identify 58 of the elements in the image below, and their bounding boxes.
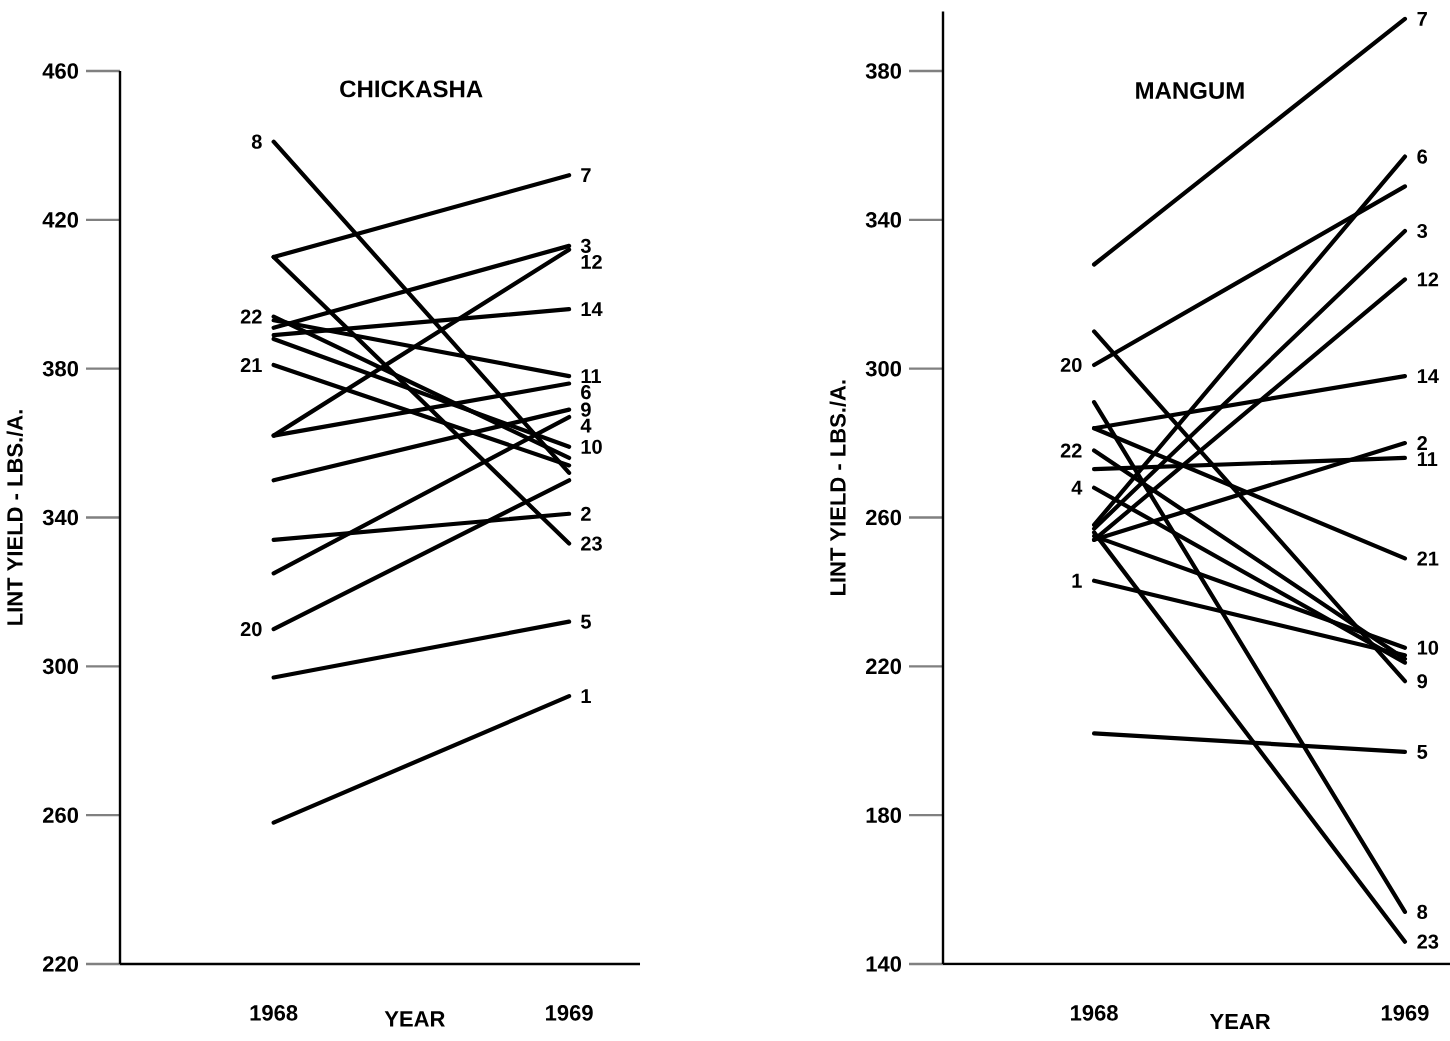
annotation: 14 bbox=[581, 302, 603, 317]
y-tick-label: 220 bbox=[865, 658, 902, 675]
annotation: 12 bbox=[581, 254, 602, 269]
annotation: 1 bbox=[581, 689, 591, 703]
x-axis-title: YEAR bbox=[1209, 1013, 1271, 1030]
x-tick-label: 1968 bbox=[1070, 1005, 1118, 1021]
y-tick-label: 300 bbox=[42, 658, 79, 675]
annotation: 8 bbox=[1417, 904, 1428, 919]
annotation: 10 bbox=[581, 439, 602, 454]
annotation: 12 bbox=[1417, 272, 1439, 287]
annotation: 14 bbox=[1417, 369, 1439, 383]
y-tick-label: 220 bbox=[42, 956, 79, 972]
y-tick-label: 460 bbox=[42, 63, 79, 79]
annotation: 20 bbox=[240, 622, 262, 637]
y-tick-label: 380 bbox=[42, 360, 79, 377]
annotation: 10 bbox=[1417, 640, 1439, 655]
annotation: 21 bbox=[1417, 551, 1439, 566]
annotation: 9 bbox=[1417, 674, 1428, 689]
chart-title: CHICKASHA bbox=[340, 80, 483, 98]
y-tick-label: 340 bbox=[865, 212, 902, 228]
y-tick-label: 140 bbox=[866, 956, 902, 972]
annotation: 4 bbox=[580, 418, 592, 433]
annotation: 7 bbox=[1417, 12, 1427, 26]
annotation: 11 bbox=[1417, 452, 1438, 466]
annotation: 2 bbox=[581, 506, 591, 521]
x-axis-title: YEAR bbox=[384, 1011, 445, 1027]
annotation: 22 bbox=[1060, 443, 1082, 458]
annotation: 7 bbox=[581, 168, 591, 183]
annotation: 5 bbox=[1417, 744, 1428, 759]
annotation: 5 bbox=[580, 614, 591, 629]
annotation: 11 bbox=[581, 369, 601, 383]
text: MANGUM bbox=[1136, 82, 1244, 100]
annotation: 21 bbox=[240, 357, 262, 372]
annotation: 23 bbox=[1417, 934, 1439, 949]
annotation: 3 bbox=[580, 238, 591, 253]
y-tick-label: 380 bbox=[865, 63, 902, 79]
y-tick-label: 180 bbox=[866, 807, 902, 823]
annotation: 2 bbox=[1417, 436, 1427, 451]
annotation: 8 bbox=[251, 134, 262, 149]
annotation: 4 bbox=[1071, 480, 1083, 495]
x-tick-label: 1969 bbox=[546, 1005, 593, 1021]
y-axis-title: LINT YIELD - LBS./A. bbox=[6, 410, 23, 625]
y-tick-label: 300 bbox=[865, 360, 902, 377]
annotation: 22 bbox=[240, 309, 262, 324]
x-tick-label: 1969 bbox=[1381, 1005, 1429, 1021]
annotation: 6 bbox=[1417, 149, 1428, 164]
annotation: 9 bbox=[581, 402, 591, 417]
y-tick-label: 260 bbox=[42, 807, 79, 823]
y-axis-title: LINT YIELD - LBS./A. bbox=[829, 380, 846, 596]
y-tick-label: 420 bbox=[42, 212, 79, 228]
x-tick-label: 1968 bbox=[250, 1005, 298, 1021]
annotation: 20 bbox=[1060, 357, 1082, 373]
y-tick-label: 340 bbox=[42, 509, 79, 526]
y-tick-label: 260 bbox=[865, 509, 902, 526]
annotation: 3 bbox=[1417, 223, 1428, 239]
annotation: 1 bbox=[1072, 573, 1082, 588]
annotation: 23 bbox=[581, 536, 602, 551]
annotation: 6 bbox=[581, 385, 591, 400]
